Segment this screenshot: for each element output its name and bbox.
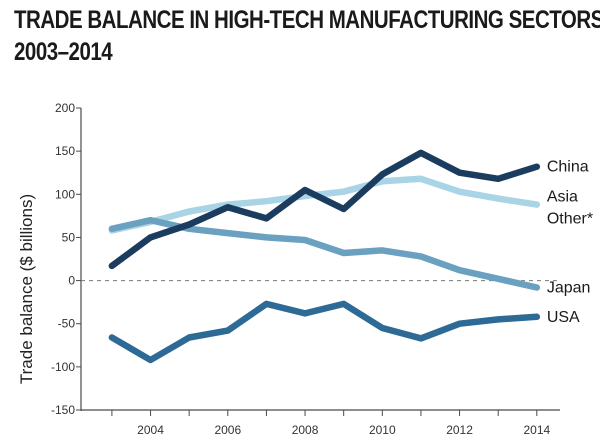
y-tick-label: -50 (58, 317, 76, 331)
series-label-asia-other-1: Asia (547, 189, 578, 206)
y-axis-title: Trade balance ($ billions) (17, 194, 36, 384)
x-tick-label: 2010 (369, 423, 396, 437)
chart-axes: -150 -100 -50 0 50 100 150 200 2004 2006 2008 2010 2… (51, 101, 560, 437)
y-tick-label: 200 (55, 101, 75, 115)
series-line-asia-other (108, 175, 541, 234)
chart-series-labels: China Asia Other* Japan USA (547, 159, 593, 326)
x-tick-label: 2014 (523, 423, 550, 437)
chart-series (108, 149, 541, 364)
y-tick-label: 0 (68, 274, 75, 288)
series-line-china (108, 149, 541, 270)
y-tick-label: 150 (55, 144, 75, 158)
x-tick-label: 2006 (214, 423, 241, 437)
y-tick-label: -100 (51, 360, 75, 374)
chart-title-line-1: TRADE BALANCE IN HIGH-TECH MANUFACTURING… (14, 6, 600, 34)
series-label-usa: USA (547, 309, 580, 326)
x-tick-label: 2012 (446, 423, 473, 437)
y-tick-label: -150 (51, 403, 75, 417)
y-tick-label: 100 (55, 187, 75, 201)
series-label-china: China (547, 159, 589, 176)
x-tick-label: 2004 (137, 423, 164, 437)
y-tick-label: 50 (62, 230, 76, 244)
chart-title-line-2: 2003–2014 (14, 38, 113, 66)
x-tick-label: 2008 (292, 423, 319, 437)
series-label-asia-other-2: Other* (547, 211, 593, 228)
series-line-usa (108, 300, 541, 364)
series-label-japan: Japan (547, 279, 591, 296)
